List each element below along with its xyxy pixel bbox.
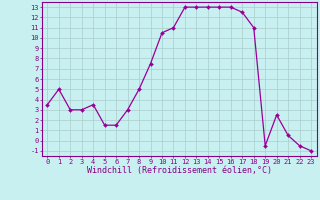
X-axis label: Windchill (Refroidissement éolien,°C): Windchill (Refroidissement éolien,°C) (87, 166, 272, 175)
